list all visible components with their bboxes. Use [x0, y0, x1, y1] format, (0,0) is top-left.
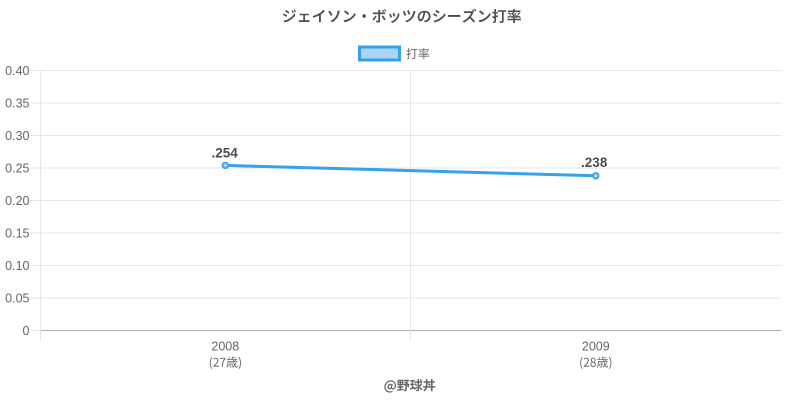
svg-text:2008: 2008	[211, 340, 239, 354]
svg-text:.238: .238	[581, 155, 608, 170]
svg-text:0.40: 0.40	[5, 64, 29, 78]
svg-text:2009: 2009	[582, 340, 610, 354]
svg-text:0.30: 0.30	[5, 129, 29, 143]
svg-text:0.25: 0.25	[5, 161, 29, 175]
svg-text:.254: .254	[211, 146, 238, 161]
svg-text:0.15: 0.15	[5, 226, 29, 240]
svg-text:0.35: 0.35	[5, 96, 29, 110]
svg-text:0: 0	[23, 324, 30, 338]
svg-text:0.20: 0.20	[5, 194, 29, 208]
svg-text:0.10: 0.10	[5, 259, 29, 273]
svg-text:0.05: 0.05	[5, 291, 29, 305]
